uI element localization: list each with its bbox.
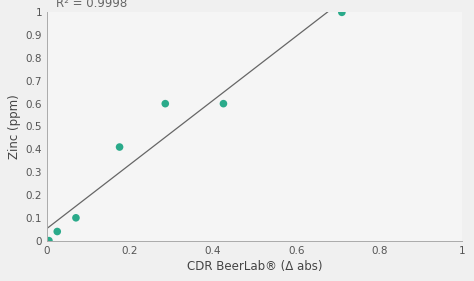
Point: [338, 10, 346, 15]
X-axis label: CDR BeerLab® (Δ abs): CDR BeerLab® (Δ abs): [187, 260, 322, 273]
Point: [54, 229, 61, 234]
Point: [45, 238, 53, 243]
Y-axis label: Zinc (ppm): Zinc (ppm): [9, 94, 21, 159]
Point: [162, 101, 169, 106]
Point: [219, 101, 227, 106]
Point: [72, 216, 80, 220]
Point: [116, 145, 123, 149]
Text: R² = 0.9998: R² = 0.9998: [56, 0, 128, 10]
